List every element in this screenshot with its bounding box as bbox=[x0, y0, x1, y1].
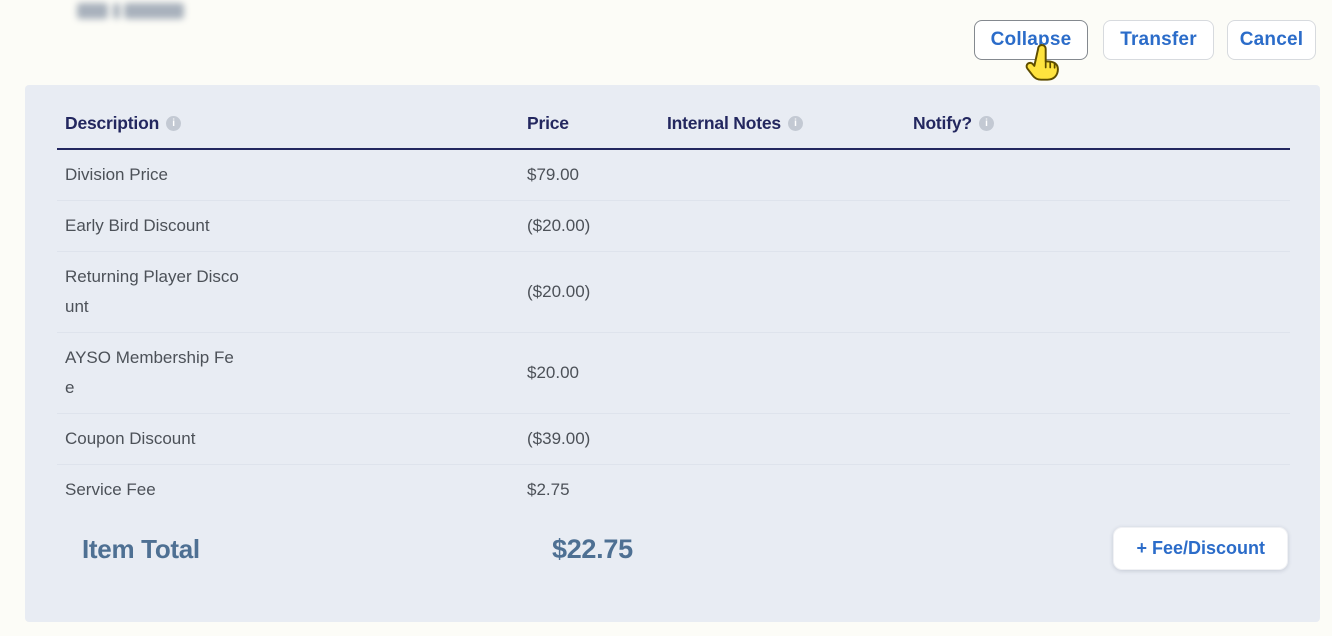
fee-description: AYSO Membership Fee bbox=[65, 348, 234, 397]
column-header-notify: Notify? i bbox=[913, 113, 1290, 134]
table-row: AYSO Membership Fee $20.00 bbox=[57, 333, 1290, 414]
table-row: Division Price $79.00 bbox=[57, 150, 1290, 201]
item-total-row: Item Total $22.75 + Fee/Discount bbox=[82, 523, 1290, 575]
column-header-label: Price bbox=[527, 113, 569, 133]
table-row: Coupon Discount ($39.00) bbox=[57, 414, 1290, 465]
column-header-label: Notify? bbox=[913, 113, 972, 133]
column-header-internal-notes: Internal Notes i bbox=[667, 113, 913, 134]
fee-price: ($20.00) bbox=[527, 282, 591, 301]
fee-price: $2.75 bbox=[527, 480, 570, 499]
fee-price: ($20.00) bbox=[527, 216, 591, 235]
table-row: Early Bird Discount ($20.00) bbox=[57, 201, 1290, 252]
item-total-label: Item Total bbox=[82, 533, 200, 564]
fee-description: Service Fee bbox=[65, 480, 156, 499]
fee-description: Returning Player Discount bbox=[65, 267, 239, 316]
fees-table: Description i Price Internal Notes i Not… bbox=[57, 113, 1290, 515]
transfer-button[interactable]: Transfer bbox=[1103, 20, 1214, 60]
table-row: Returning Player Discount ($20.00) bbox=[57, 252, 1290, 333]
info-icon[interactable]: i bbox=[978, 116, 994, 131]
add-fee-discount-button[interactable]: + Fee/Discount bbox=[1113, 527, 1288, 570]
table-header-row: Description i Price Internal Notes i Not… bbox=[57, 113, 1290, 150]
redacted-text-chip bbox=[124, 3, 184, 19]
column-header-label: Internal Notes bbox=[667, 113, 781, 133]
redacted-text-chip bbox=[113, 3, 120, 19]
table-row: Service Fee $2.75 bbox=[57, 465, 1290, 515]
column-header-price: Price bbox=[527, 113, 667, 134]
cancel-button[interactable]: Cancel bbox=[1227, 20, 1316, 60]
fee-price: $79.00 bbox=[527, 165, 579, 184]
column-header-label: Description bbox=[65, 113, 160, 133]
fee-description: Division Price bbox=[65, 165, 168, 184]
fee-description: Coupon Discount bbox=[65, 429, 196, 448]
collapse-button[interactable]: Collapse bbox=[974, 20, 1088, 60]
fee-price: $20.00 bbox=[527, 363, 579, 382]
fee-description: Early Bird Discount bbox=[65, 216, 210, 235]
redacted-text-chip bbox=[77, 3, 108, 19]
info-icon[interactable]: i bbox=[787, 116, 803, 131]
column-header-description: Description i bbox=[57, 113, 527, 134]
fee-price: ($39.00) bbox=[527, 429, 591, 448]
order-item-pricing-card: Description i Price Internal Notes i Not… bbox=[25, 85, 1320, 622]
info-icon[interactable]: i bbox=[166, 116, 182, 131]
item-total-value: $22.75 bbox=[552, 533, 633, 564]
